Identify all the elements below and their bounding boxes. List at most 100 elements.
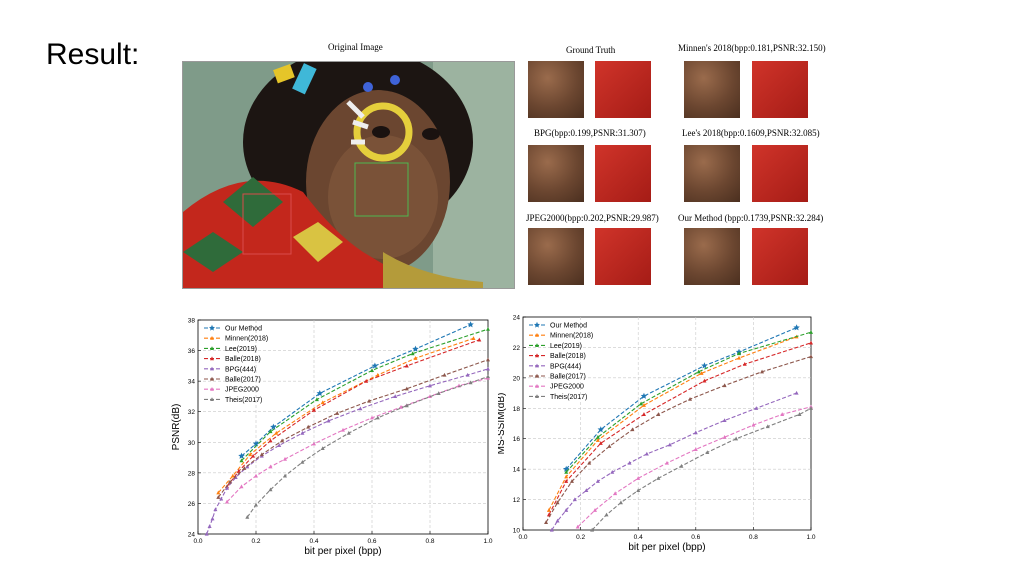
chart1-point-jpeg2000 <box>239 484 244 489</box>
original-image <box>182 61 515 289</box>
crop-caption-minnen: Minnen's 2018(bpp:0.181,PSNR:32.150) <box>678 43 826 53</box>
chart2-line-lee-2019 <box>565 331 812 473</box>
crop-caption-ground-truth: Ground Truth <box>566 45 616 55</box>
chart1-point-theis-2017 <box>404 403 409 408</box>
chart1-ytick-label: 24 <box>188 532 196 539</box>
chart1-point-balle-2018 <box>251 453 256 458</box>
chart1-point-lee-2019 <box>239 458 244 463</box>
chart2-ytick-label: 12 <box>513 497 521 504</box>
crop-sweater-lee <box>752 145 808 202</box>
chart1-point-bpg-444 <box>213 507 218 512</box>
chart1-point-theis-2017 <box>468 380 473 385</box>
chart1-point-theis-2017 <box>283 473 287 478</box>
chart2-ytick-label: 24 <box>513 315 521 322</box>
chart2-xtick-label: 0.2 <box>576 534 585 541</box>
chart1-xtick-label: 0.4 <box>309 538 318 545</box>
slide-title: Result: <box>46 38 140 71</box>
chart2-legend-label-minnen-2018: Minnen(2018) <box>550 333 593 340</box>
chart2-legend-label-jpeg2000: JPEG2000 <box>550 384 584 391</box>
chart1-point-balle-2017 <box>242 466 247 470</box>
chart2-point-balle-2017 <box>722 383 727 388</box>
crop-caption-our-method: Our Method (bpp:0.1739,PSNR:32.284) <box>678 213 824 223</box>
chart2-ytick-label: 22 <box>513 345 521 352</box>
chart2-point-bpg-444 <box>667 442 672 447</box>
psnr-chart: 24 26 28 30 32 34 36 38 0.0 0.2 0.4 0.6 0.8 1.0 bit pe… <box>171 318 493 558</box>
chart1-point-our-method <box>371 362 379 369</box>
chart2-point-bpg-444 <box>549 527 554 532</box>
chart1-point-minnen-2018 <box>230 473 235 478</box>
chart1-ytick-label: 26 <box>188 501 196 508</box>
chart1-point-bpg-444 <box>428 383 432 388</box>
chart2-xtick-label: 0.0 <box>518 534 527 541</box>
chart1-ytick-label: 30 <box>188 440 196 447</box>
chart1-point-bpg-444 <box>207 524 212 528</box>
chart2-legend-marker-theis-2017 <box>535 394 539 398</box>
chart1-point-bpg-444 <box>486 366 490 371</box>
chart1-point-our-method <box>252 440 260 447</box>
chart1-legend-marker-jpeg2000 <box>210 387 214 391</box>
chart1-point-balle-2017 <box>227 479 232 484</box>
chart1-point-theis-2017 <box>436 391 441 395</box>
chart1-ytick-label: 28 <box>188 470 196 477</box>
chart2-point-jpeg2000 <box>751 422 756 427</box>
crop-sweater-minnen <box>752 61 808 118</box>
chart2-point-our-method <box>597 426 604 433</box>
chart2-point-jpeg2000 <box>613 491 618 496</box>
chart2-line-our-method <box>565 327 797 470</box>
crop-sweater-our-method <box>752 228 808 285</box>
chart2-point-minnen-2018 <box>641 403 646 407</box>
chart2-point-theis-2017 <box>656 476 661 480</box>
chart2-point-balle-2017 <box>555 500 560 505</box>
chart2-point-lee-2019 <box>639 401 644 406</box>
chart1-point-balle-2018 <box>364 378 369 383</box>
chart2-point-balle-2017 <box>688 396 693 401</box>
crop-sweater-jpeg2000 <box>595 228 651 285</box>
chart1-point-balle-2018 <box>477 337 482 342</box>
chart2-xtick-label: 0.8 <box>749 534 758 541</box>
chart1-point-bpg-444 <box>277 443 282 447</box>
chart2-point-balle-2017 <box>630 427 635 432</box>
chart2-point-theis-2017 <box>636 488 641 493</box>
chart1-point-lee-2019 <box>410 351 415 356</box>
chart1-legend-label-lee-2019: Lee(2019) <box>225 346 257 353</box>
chart2-legend-label-balle-2018: Balle(2018) <box>550 353 586 360</box>
chart2-point-balle-2018 <box>702 378 707 383</box>
chart2-legend-label-our-method: Our Method <box>550 323 587 330</box>
chart1-point-minnen-2018 <box>216 490 221 495</box>
chart2-point-balle-2017 <box>760 369 765 374</box>
chart1-point-theis-2017 <box>254 502 258 507</box>
chart1-xtick-label: 0.8 <box>425 538 434 545</box>
chart2-point-lee-2019 <box>564 469 569 474</box>
chart2-xlabel: bit per pixel (bpp) <box>628 542 705 553</box>
chart1-point-bpg-444 <box>204 531 209 536</box>
chart1-point-jpeg2000 <box>225 499 229 504</box>
chart1-point-lee-2019 <box>268 429 273 434</box>
chart1-point-balle-2017 <box>486 357 490 362</box>
crop-caption-lee: Lee's 2018(bpp:0.1609,PSNR:32.085) <box>682 128 820 138</box>
chart2-point-jpeg2000 <box>593 508 597 512</box>
chart1-ylabel: PSNR(dB) <box>171 404 182 451</box>
chart2-legend-marker-minnen-2018 <box>535 333 539 337</box>
chart1-xlabel: bit per pixel (bpp) <box>304 546 381 557</box>
chart1-point-minnen-2018 <box>413 356 418 360</box>
chart2-ytick-label: 20 <box>513 375 521 382</box>
chart2-point-bpg-444 <box>794 390 799 395</box>
chart2-line-bpg-444 <box>551 392 797 531</box>
chart2-point-minnen-2018 <box>564 474 569 479</box>
chart1-legend-marker-bpg-444 <box>210 366 214 371</box>
chart1-point-theis-2017 <box>346 430 351 435</box>
chart2-legend-marker-jpeg2000 <box>535 384 539 388</box>
chart1-xtick-label: 0.2 <box>251 538 260 545</box>
chart1-point-jpeg2000 <box>341 427 345 432</box>
chart1-ytick-label: 36 <box>188 348 196 355</box>
chart2-point-jpeg2000 <box>636 476 641 480</box>
chart1-point-balle-2017 <box>442 372 447 377</box>
chart1-point-our-method <box>316 389 324 397</box>
chart2-point-lee-2019 <box>809 330 813 334</box>
chart2-point-bpg-444 <box>722 418 727 423</box>
chart2-point-bpg-444 <box>627 460 632 465</box>
chart1-xtick-label: 1.0 <box>483 538 492 545</box>
chart1-point-minnen-2018 <box>320 400 325 405</box>
chart1-point-balle-2017 <box>404 386 409 391</box>
chart2-point-balle-2018 <box>598 441 603 445</box>
